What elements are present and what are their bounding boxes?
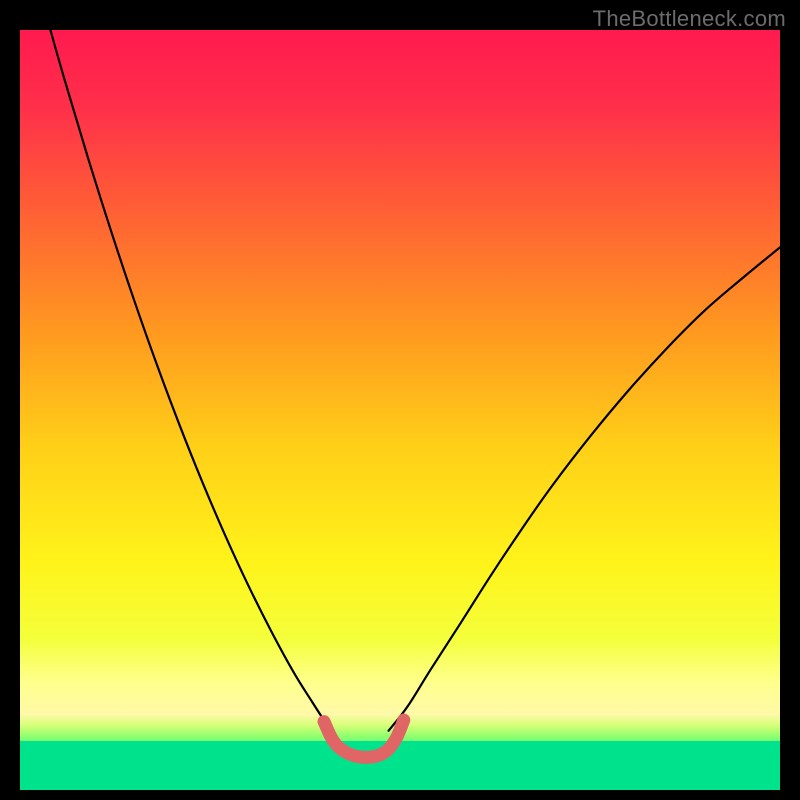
chart-svg [20, 30, 780, 790]
chart-frame [20, 30, 780, 790]
left-curve [50, 30, 327, 726]
watermark-text: TheBottleneck.com [593, 6, 786, 32]
right-curve [389, 247, 780, 730]
